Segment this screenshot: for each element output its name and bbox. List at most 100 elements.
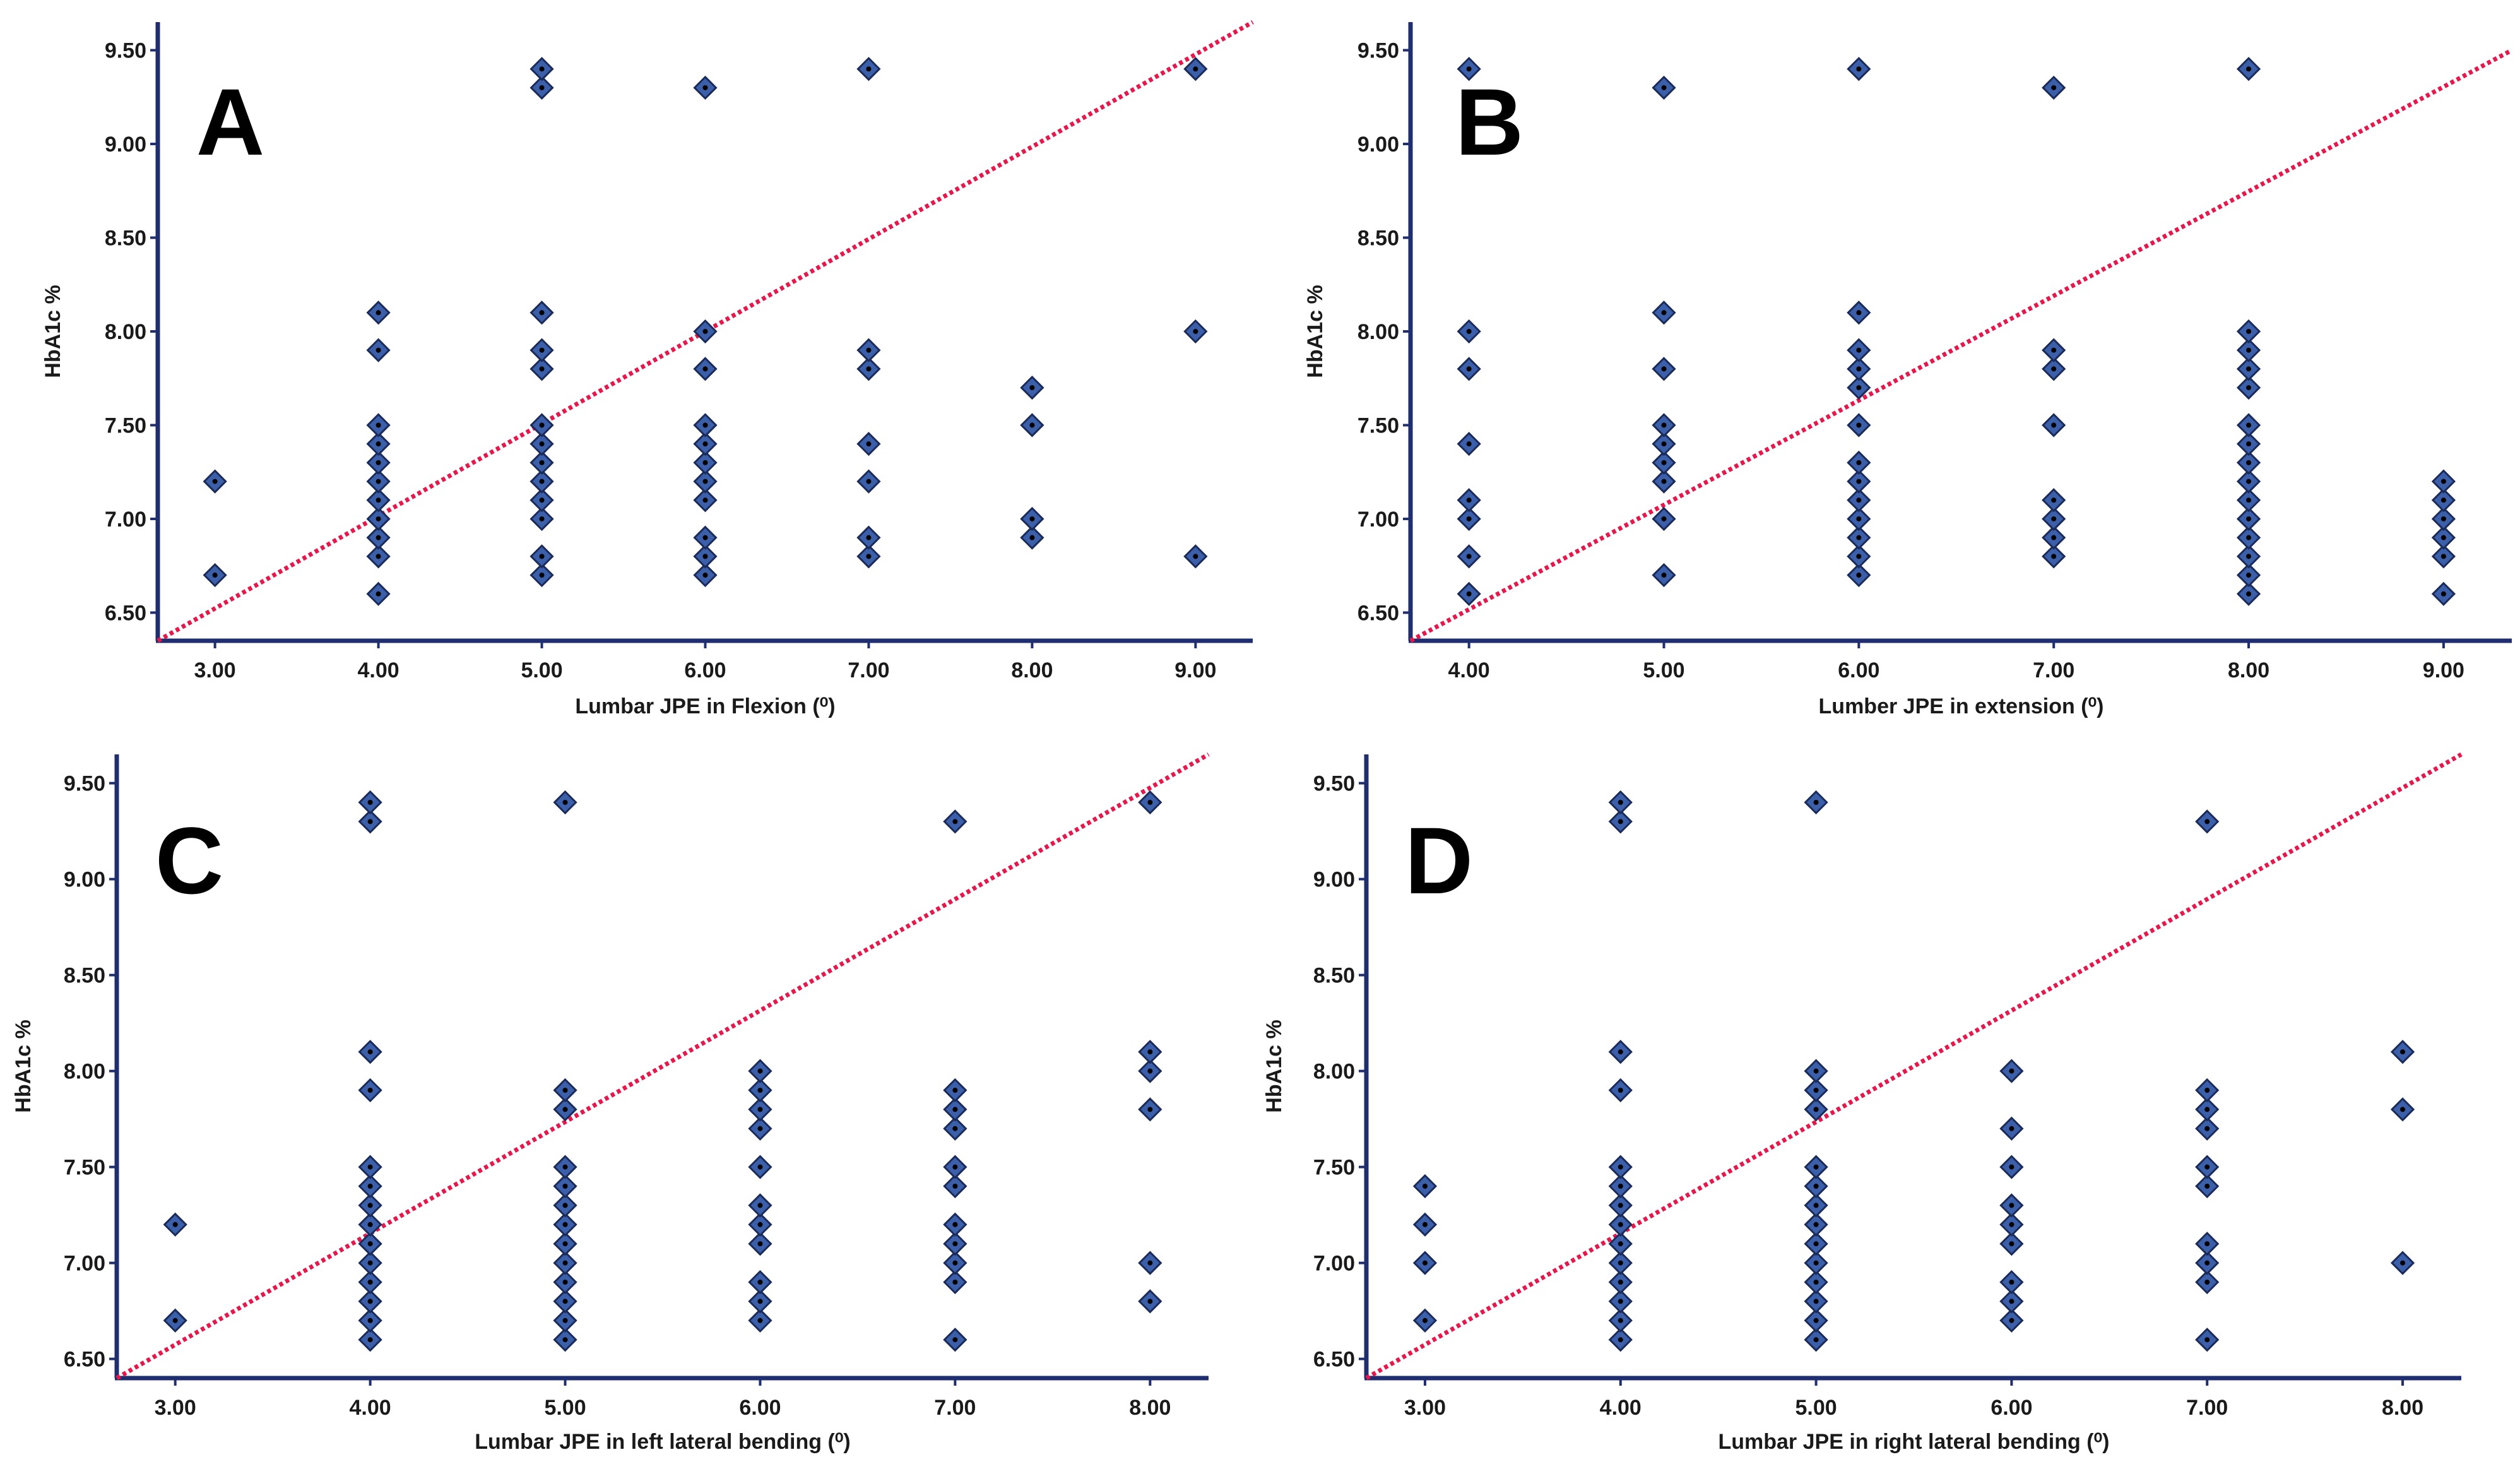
data-point-center <box>757 1107 763 1112</box>
data-point <box>1608 790 1633 815</box>
data-point <box>1608 1155 1633 1179</box>
data-point-center <box>2204 819 2210 824</box>
y-tick-label: 7.00 <box>1313 1252 1355 1276</box>
data-point-center <box>1661 479 1667 484</box>
data-point-center <box>1466 591 1472 597</box>
data-point-center <box>1618 1222 1623 1227</box>
data-point-center <box>1813 800 1819 805</box>
data-point <box>1804 1270 1828 1295</box>
data-point-center <box>757 1164 763 1170</box>
data-point-center <box>2246 347 2252 353</box>
panel-b: 6.50 7.00 7.50 8.00 8.50 9.00 9.50 4.00 5.00 6.00… <box>1303 22 2513 718</box>
data-point-center <box>367 1299 373 1304</box>
data-point <box>2236 450 2261 475</box>
data-point <box>1804 1155 1828 1179</box>
data-point <box>1457 57 1481 81</box>
data-point <box>203 562 227 588</box>
data-point-center <box>866 366 872 372</box>
data-point-center <box>2051 535 2057 540</box>
data-point <box>366 469 391 494</box>
data-point-center <box>2440 497 2446 503</box>
panel-a: 6.50 7.00 7.50 8.00 8.50 9.00 9.50 3.00 4.00 5.00… <box>41 20 1254 718</box>
data-point <box>2236 581 2261 606</box>
data-point <box>1412 1251 1438 1275</box>
data-point <box>943 1097 967 1122</box>
data-point-center <box>2440 516 2446 521</box>
data-point <box>2236 488 2261 513</box>
data-point <box>2236 357 2261 381</box>
trend-line <box>115 752 1210 1381</box>
data-point-center <box>2051 347 2057 353</box>
data-point <box>553 1097 577 1122</box>
x-tick-label: 4.00 <box>1448 658 1490 682</box>
data-point-center <box>866 441 872 447</box>
data-point <box>529 469 554 494</box>
data-point-center <box>367 819 373 824</box>
data-point <box>553 1270 577 1295</box>
data-point <box>1457 319 1481 344</box>
data-point <box>1608 809 1633 834</box>
data-point-center <box>1661 366 1667 372</box>
data-point <box>748 1155 772 1179</box>
data-point-center <box>952 1280 958 1285</box>
data-point-center <box>539 441 545 447</box>
data-point-center <box>1618 1337 1623 1343</box>
data-point-center <box>539 66 545 72</box>
data-point-center <box>2009 1299 2014 1304</box>
data-point <box>366 432 391 456</box>
data-point-center <box>367 1164 373 1170</box>
data-point-center <box>212 479 218 484</box>
data-point-center <box>757 1299 763 1304</box>
data-point-center <box>1618 1280 1623 1285</box>
data-point-center <box>952 1337 958 1343</box>
x-tick-label: 6.00 <box>684 658 726 682</box>
y-tick-label: 8.50 <box>105 227 146 251</box>
data-point <box>693 413 718 437</box>
y-tick-label: 9.00 <box>64 868 105 892</box>
data-point-center <box>562 1241 568 1247</box>
data-point-center <box>376 310 381 316</box>
data-point <box>358 1212 382 1237</box>
data-point <box>1608 1289 1633 1314</box>
data-point-center <box>539 347 545 353</box>
data-point-center <box>866 535 872 540</box>
data-point-center <box>1466 66 1472 72</box>
data-point <box>748 1059 772 1083</box>
trend-line <box>157 20 1254 643</box>
data-point <box>693 562 718 588</box>
data-point-center <box>376 441 381 447</box>
data-point <box>366 488 391 513</box>
y-tick-label: 8.50 <box>1358 227 1399 251</box>
panel-d: 6.50 7.00 7.50 8.00 8.50 9.00 9.50 3.00 4.00 5.00… <box>1262 752 2463 1454</box>
data-point <box>358 1232 382 1256</box>
data-point-center <box>562 1222 568 1227</box>
trend-line <box>1365 752 2463 1381</box>
data-point-center <box>2440 535 2446 540</box>
data-point-center <box>1618 1184 1623 1189</box>
data-point <box>1804 1212 1828 1237</box>
y-tick-label: 8.50 <box>1313 964 1355 988</box>
data-point-center <box>1661 422 1667 428</box>
data-point <box>358 1328 382 1352</box>
data-point <box>2236 544 2261 569</box>
data-point-center <box>1856 497 1862 503</box>
data-point-center <box>1856 347 1862 353</box>
data-point <box>2236 469 2261 494</box>
data-point-center <box>2440 591 2446 597</box>
data-point <box>2195 1174 2220 1199</box>
data-point-center <box>952 1107 958 1112</box>
data-point-center <box>2246 479 2252 484</box>
x-tick-label: 7.00 <box>2186 1396 2228 1420</box>
data-point-center <box>367 1203 373 1208</box>
data-point <box>943 1155 967 1179</box>
data-point-center <box>1813 1317 1819 1323</box>
y-tick-label: 9.00 <box>1313 868 1355 892</box>
y-axis-label: HbA1c % <box>11 1020 35 1112</box>
data-point-center <box>562 1260 568 1266</box>
data-point <box>1412 1212 1438 1237</box>
data-point <box>553 1193 577 1218</box>
data-point-center <box>952 1241 958 1247</box>
data-point <box>2195 1232 2220 1256</box>
data-point-center <box>212 573 218 578</box>
